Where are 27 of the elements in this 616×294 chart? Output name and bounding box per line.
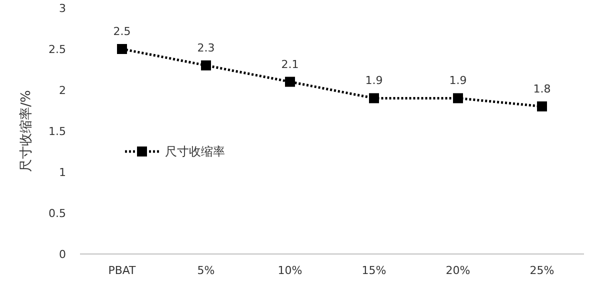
- point: [453, 93, 463, 104]
- x-tick-label: 5%: [197, 264, 215, 277]
- point: [369, 93, 379, 104]
- y-tick-label: 3: [59, 2, 66, 15]
- x-tick-label: 15%: [362, 264, 386, 277]
- data-label: 2.3: [197, 41, 215, 54]
- legend-label: 尺寸收缩率: [165, 144, 225, 158]
- data-label: 2.1: [281, 58, 299, 71]
- y-tick-label: 2.5: [48, 43, 66, 56]
- x-tick-label: 10%: [278, 264, 302, 277]
- y-tick-label: 0: [59, 248, 66, 261]
- y-tick-label: 1: [59, 166, 66, 179]
- point: [285, 76, 295, 87]
- data-label: 1.9: [365, 74, 383, 88]
- y-tick-label: 0.5: [48, 207, 66, 220]
- point: [537, 101, 547, 112]
- point: [117, 44, 127, 54]
- y-axis-title: 尺寸收缩率/%: [18, 90, 34, 172]
- point: [201, 60, 211, 70]
- y-tick-label: 2: [59, 84, 66, 97]
- data-label: 1.9: [449, 74, 467, 88]
- x-tick-label: 25%: [530, 264, 554, 277]
- y-tick-label: 1.5: [48, 125, 66, 138]
- data-label: 1.8: [533, 82, 551, 96]
- x-tick-label: PBAT: [108, 264, 136, 277]
- x-tick-label: 20%: [446, 264, 470, 277]
- data-label: 2.5: [113, 25, 131, 38]
